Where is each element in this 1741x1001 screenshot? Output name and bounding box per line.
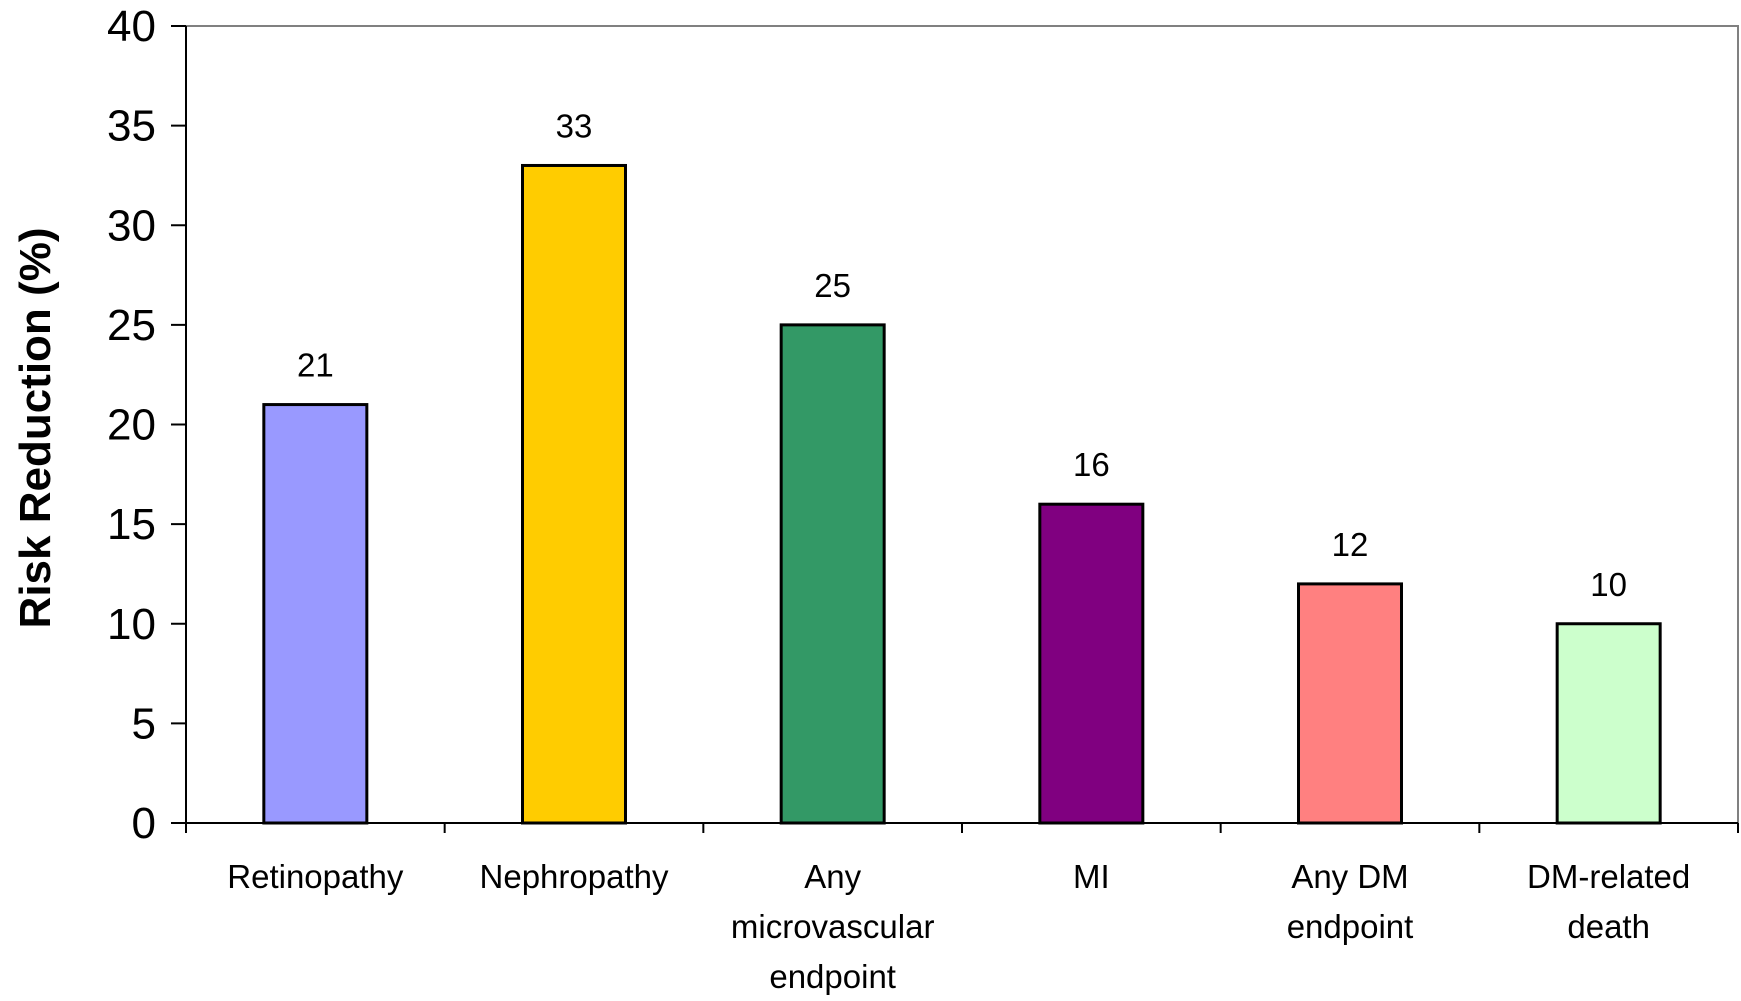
y-axis-label: Risk Reduction (%)	[11, 228, 60, 629]
axes	[171, 25, 1739, 833]
labels: 0 5 10 15 20 25 30 35 40 21 Retinopathy 33 Nephropat…	[107, 2, 1690, 995]
y-tick-label: 20	[107, 401, 156, 450]
x-tick-label-line: DM-related	[1527, 858, 1690, 895]
x-tick-label-line: Any DM	[1291, 858, 1408, 895]
x-tick-label: Any DM endpoint	[1287, 858, 1414, 945]
data-label: 25	[814, 267, 851, 304]
y-tick-label: 0	[132, 799, 156, 848]
x-tick-label-line: MI	[1073, 858, 1110, 895]
x-tick-label-line: endpoint	[769, 958, 896, 995]
x-tick-label-line: microvascular	[731, 908, 935, 945]
data-label: 10	[1590, 566, 1627, 603]
x-tick-label-line: endpoint	[1287, 908, 1414, 945]
data-label: 33	[556, 107, 593, 144]
data-label: 21	[297, 347, 334, 384]
y-tick-label: 30	[107, 201, 156, 250]
x-tick-label-line: Nephropathy	[480, 858, 669, 895]
y-tick-label: 5	[132, 699, 156, 748]
x-tick-label: Retinopathy	[227, 858, 404, 895]
bar	[1038, 502, 1145, 825]
y-tick-label: 25	[107, 301, 156, 350]
bars	[262, 163, 1662, 825]
x-tick-label: Any microvascular endpoint	[731, 858, 935, 995]
bar	[262, 403, 369, 825]
y-tick-label: 40	[107, 2, 156, 51]
bar	[1555, 622, 1662, 825]
x-tick-label: DM-related death	[1527, 858, 1690, 945]
plot-area-border	[185, 25, 1739, 824]
y-tick-label: 10	[107, 600, 156, 649]
x-tick-label: Nephropathy	[480, 858, 669, 895]
x-tick-label: MI	[1073, 858, 1110, 895]
data-label: 12	[1332, 526, 1369, 563]
data-label: 16	[1073, 446, 1110, 483]
y-tick-label: 35	[107, 102, 156, 151]
bar	[779, 323, 886, 825]
x-tick-label-line: Retinopathy	[227, 858, 404, 895]
bar	[1297, 582, 1403, 825]
x-tick-label-line: death	[1567, 908, 1650, 945]
bar	[521, 163, 627, 825]
x-tick-label-line: Any	[804, 858, 861, 895]
y-tick-label: 15	[107, 500, 156, 549]
